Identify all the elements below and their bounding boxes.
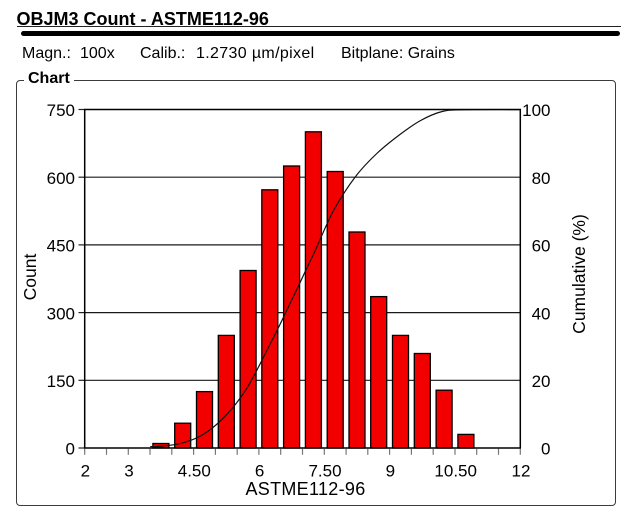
svg-text:2: 2 <box>81 462 90 481</box>
svg-text:6: 6 <box>255 462 264 481</box>
svg-text:150: 150 <box>47 372 75 391</box>
svg-text:Cumulative (%): Cumulative (%) <box>569 214 589 334</box>
svg-text:40: 40 <box>532 304 551 323</box>
svg-text:80: 80 <box>532 169 551 188</box>
svg-text:300: 300 <box>47 304 75 323</box>
svg-text:20: 20 <box>532 372 551 391</box>
svg-text:9: 9 <box>386 462 395 481</box>
svg-text:12: 12 <box>512 462 531 481</box>
svg-text:Count: Count <box>20 254 40 301</box>
svg-text:100: 100 <box>522 101 550 120</box>
svg-text:60: 60 <box>532 237 551 256</box>
svg-text:4.50: 4.50 <box>178 462 211 481</box>
svg-text:450: 450 <box>47 237 75 256</box>
svg-text:10.50: 10.50 <box>434 462 477 481</box>
svg-text:0: 0 <box>66 440 75 459</box>
svg-text:0: 0 <box>541 440 550 459</box>
svg-text:750: 750 <box>47 101 75 120</box>
svg-text:600: 600 <box>47 169 75 188</box>
svg-text:7.50: 7.50 <box>308 462 341 481</box>
svg-text:3: 3 <box>124 462 133 481</box>
svg-text:ASTME112-96: ASTME112-96 <box>245 479 365 499</box>
